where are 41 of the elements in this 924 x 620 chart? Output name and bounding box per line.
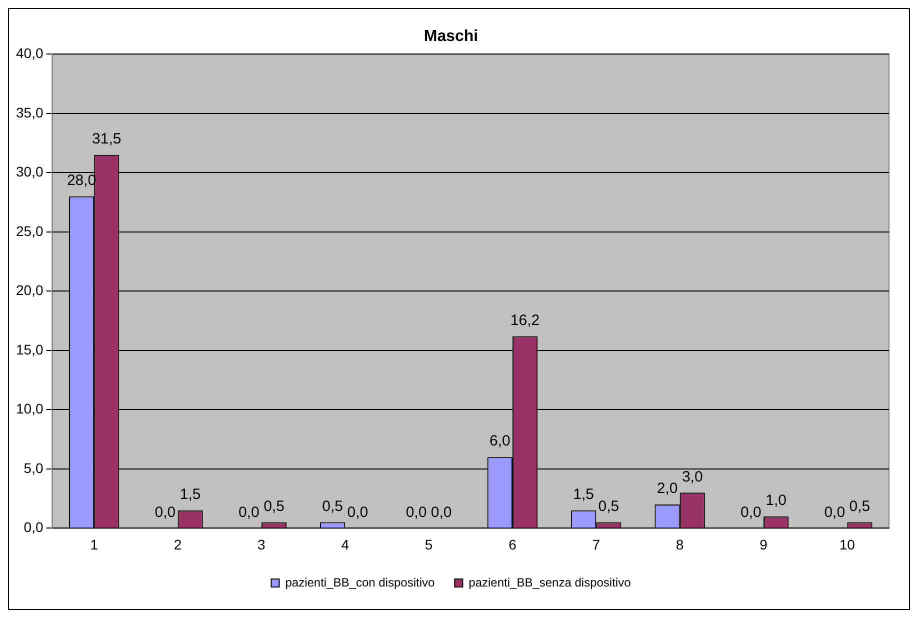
y-tick-label: 40,0: [16, 45, 44, 62]
x-tick-label: 3: [258, 536, 266, 552]
data-label: 3,0: [682, 468, 703, 486]
y-tick-label: 35,0: [16, 104, 44, 120]
y-tick-label: 15,0: [16, 341, 44, 358]
data-label: 0,0: [154, 504, 176, 521]
y-tick-label: 10,0: [16, 400, 44, 417]
data-label: 0,0: [824, 504, 846, 521]
data-label: 0,5: [849, 498, 870, 515]
chart-title: Maschi: [424, 28, 478, 46]
data-label: 0,5: [264, 498, 284, 515]
y-tick-label: 30,0: [16, 164, 44, 180]
data-label: 0,0: [406, 504, 427, 521]
data-label: 0,5: [598, 498, 620, 515]
x-tick-label: 5: [424, 536, 433, 552]
data-label: 1,0: [766, 492, 786, 509]
legend-label: pazienti_BB_senza dispositivo: [468, 575, 632, 590]
y-tick-label: 5,0: [24, 460, 44, 476]
x-tick-label: 6: [508, 536, 517, 552]
data-label: 0,0: [238, 504, 260, 521]
data-label: 6,0: [489, 432, 510, 450]
x-tick-label: 9: [760, 536, 768, 552]
x-tick-label: 8: [676, 536, 684, 552]
legend-label: pazienti_BB_con dispositivo: [285, 575, 435, 590]
data-label: 2,0: [656, 480, 678, 498]
x-tick-label: 4: [341, 536, 350, 552]
y-tick-label: 25,0: [16, 222, 44, 239]
data-label: 0,0: [740, 504, 762, 521]
x-tick-label: 1: [90, 536, 98, 552]
data-label: 1,5: [180, 486, 201, 504]
data-label: 1,5: [573, 486, 594, 504]
data-label: 0,0: [347, 504, 368, 521]
x-tick-label: 10: [839, 536, 856, 552]
data-label: 0,0: [430, 504, 452, 521]
data-label: 0,5: [322, 498, 343, 515]
y-tick-label: 0,0: [24, 519, 44, 536]
x-tick-label: 7: [592, 536, 600, 552]
data-label: 31,5: [92, 130, 122, 148]
data-label: 16,2: [510, 312, 540, 329]
x-tick-label: 2: [174, 536, 182, 552]
y-tick-label: 20,0: [16, 282, 44, 298]
